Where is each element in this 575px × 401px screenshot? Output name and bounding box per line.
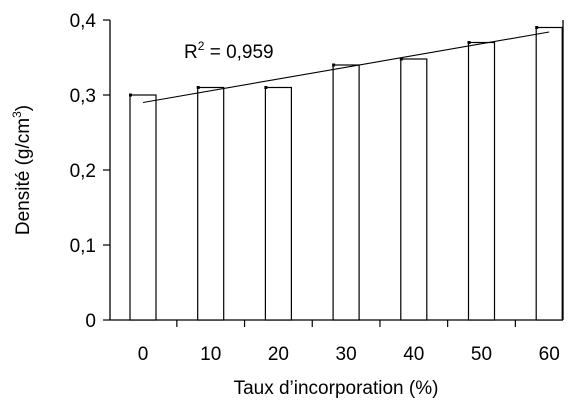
x-tick-label: 40 — [403, 344, 424, 365]
x-tick-label: 0 — [138, 344, 149, 365]
y-tick-label: 0,1 — [70, 236, 96, 257]
x-tick-label: 60 — [539, 344, 560, 365]
bar — [332, 64, 360, 321]
r-squared-annotation: R2 = 0,959 — [184, 39, 274, 63]
bar — [197, 86, 225, 321]
bar-value-marker — [332, 63, 336, 67]
bar — [467, 41, 496, 321]
trend-line — [142, 31, 550, 104]
x-tick-label: 20 — [268, 344, 289, 365]
y-axis-title-superscript: 3 — [10, 111, 24, 118]
bar — [264, 86, 292, 321]
bar-value-marker — [196, 86, 200, 89]
bar — [400, 58, 428, 321]
bar-value-marker — [399, 57, 403, 61]
y-tick-label: 0,2 — [70, 161, 96, 182]
x-tick-label: 10 — [200, 344, 221, 365]
x-axis: 0 10 20 30 40 50 60 — [110, 319, 563, 365]
y-tick-label: 0,3 — [70, 86, 96, 107]
bar-value-marker — [535, 26, 539, 29]
x-tick-label: 30 — [336, 344, 357, 365]
x-ticks: 0 10 20 30 40 50 60 — [138, 320, 560, 365]
bar-value-marker — [129, 93, 132, 97]
x-tick-label: 50 — [471, 344, 492, 365]
bar-value-marker — [264, 86, 268, 89]
r-squared-superscript: 2 — [198, 39, 205, 53]
x-axis-title: Taux d’incorporation (%) — [234, 378, 439, 399]
y-axis-title-close: ) — [13, 105, 34, 111]
y-tick-label: 0 — [85, 311, 96, 332]
y-axis-title: Densité (g/cm3) — [10, 105, 34, 235]
bar-value-marker — [467, 41, 471, 44]
y-ticks: 0 0,1 0,2 0,3 0,4 — [70, 11, 110, 332]
bar — [129, 94, 157, 321]
y-tick-label: 0,4 — [70, 11, 97, 32]
bars — [129, 26, 563, 321]
r-squared-r: R — [184, 42, 198, 63]
r-squared-value: = 0,959 — [204, 42, 273, 63]
bar — [535, 26, 563, 321]
y-axis-title-main: Densité (g/cm — [13, 118, 34, 235]
y-axis: 0 0,1 0,2 0,3 0,4 — [70, 11, 111, 332]
